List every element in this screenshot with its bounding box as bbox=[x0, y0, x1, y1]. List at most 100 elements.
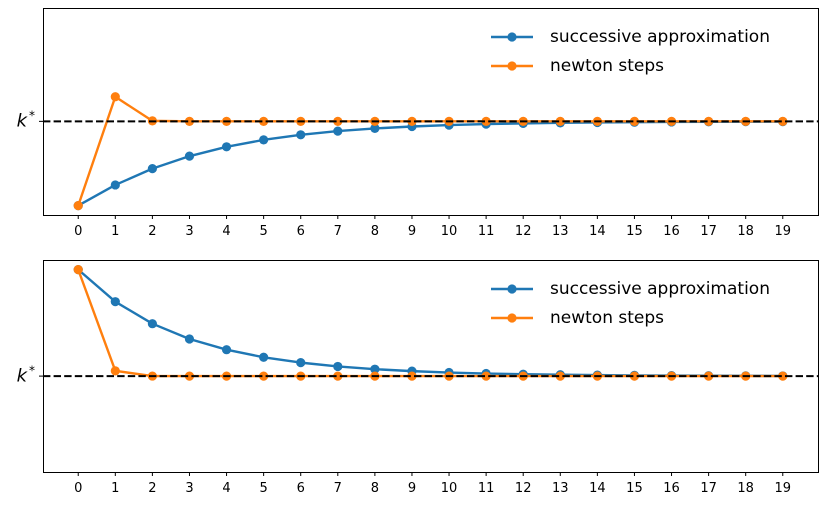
series-markers-successive-approximation bbox=[73, 116, 788, 211]
axes-border bbox=[43, 260, 819, 473]
subplot-0: 0 1 2 3 4 5 6 7 8 9 10 11 12 13 14 15 16 17 18 19 bbox=[39, 8, 819, 239]
legend-bottom-plot: successive approximation newton steps bbox=[489, 274, 770, 332]
data-point-marker bbox=[110, 180, 120, 190]
data-point-marker bbox=[73, 200, 83, 211]
data-point-marker bbox=[704, 371, 714, 381]
legend-item-successive-approximation: successive approximation bbox=[489, 22, 770, 51]
legend-top-plot: successive approximation newton steps bbox=[489, 22, 770, 80]
data-point-marker bbox=[778, 371, 788, 381]
data-point-marker bbox=[333, 116, 343, 126]
x-tick-label: 11 bbox=[478, 481, 495, 496]
series-markers-newton-steps bbox=[73, 92, 788, 211]
data-point-marker bbox=[259, 371, 269, 381]
x-tick-label: 18 bbox=[737, 224, 754, 239]
axes-border bbox=[43, 8, 819, 216]
legend-line-marker-icon bbox=[491, 312, 533, 323]
data-point-marker bbox=[555, 116, 565, 126]
data-point-marker bbox=[407, 116, 417, 126]
data-point-marker bbox=[147, 164, 157, 174]
x-tick-label: 5 bbox=[259, 481, 267, 496]
legend-item-newton-steps: newton steps bbox=[489, 51, 770, 80]
data-point-marker bbox=[184, 151, 195, 161]
kstar-k: k bbox=[16, 365, 27, 387]
x-tick-label: 18 bbox=[737, 481, 754, 496]
x-tick-label: 15 bbox=[626, 481, 643, 496]
x-tick-label: 0 bbox=[74, 481, 82, 496]
data-point-marker bbox=[110, 366, 120, 376]
x-tick-label: 6 bbox=[297, 224, 305, 239]
x-tick-label: 14 bbox=[589, 224, 606, 239]
x-tick-label: 2 bbox=[148, 224, 156, 239]
data-point-marker bbox=[629, 371, 640, 381]
data-point-marker bbox=[407, 371, 417, 381]
legend-item-successive-approximation: successive approximation bbox=[489, 274, 770, 303]
data-point-marker bbox=[778, 116, 788, 126]
x-tick-label: 4 bbox=[222, 224, 230, 239]
x-tick-label: 15 bbox=[626, 224, 643, 239]
y-axis-label-kstar-bottom: k * bbox=[17, 364, 35, 387]
x-tick-label: 4 bbox=[222, 481, 230, 496]
data-point-marker bbox=[333, 371, 343, 381]
data-point-marker bbox=[259, 135, 269, 145]
kstar-k: k bbox=[16, 110, 27, 132]
x-tick-label: 17 bbox=[700, 224, 717, 239]
data-point-marker bbox=[221, 142, 232, 152]
x-tick-label: 8 bbox=[371, 224, 379, 239]
y-axis-label-kstar-top: k * bbox=[17, 109, 35, 132]
x-axis-ticks: 0 1 2 3 4 5 6 7 8 9 10 11 12 13 14 15 16 17 18 19 bbox=[74, 215, 791, 239]
x-tick-label: 5 bbox=[259, 224, 267, 239]
legend-line-marker-icon bbox=[491, 31, 533, 42]
x-tick-label: 3 bbox=[185, 481, 193, 496]
data-point-marker bbox=[333, 361, 343, 372]
x-tick-label: 9 bbox=[408, 481, 416, 496]
x-axis-ticks: 0 1 2 3 4 5 6 7 8 9 10 11 12 13 14 15 16 17 18 19 bbox=[74, 472, 791, 496]
x-tick-label: 7 bbox=[334, 224, 342, 239]
x-tick-label: 16 bbox=[663, 224, 680, 239]
data-point-marker bbox=[110, 297, 120, 307]
data-point-marker bbox=[110, 92, 120, 102]
data-point-marker bbox=[259, 116, 269, 126]
x-tick-label: 1 bbox=[111, 224, 119, 239]
x-tick-label: 3 bbox=[185, 224, 193, 239]
data-point-marker bbox=[184, 371, 195, 381]
x-tick-label: 19 bbox=[774, 481, 791, 496]
data-point-marker bbox=[481, 371, 491, 381]
data-point-marker bbox=[333, 126, 343, 136]
data-point-marker bbox=[259, 352, 269, 362]
data-point-marker bbox=[184, 334, 195, 344]
x-tick-label: 19 bbox=[774, 224, 791, 239]
data-point-marker bbox=[704, 116, 714, 126]
legend-label: successive approximation bbox=[550, 26, 770, 47]
data-point-marker bbox=[481, 116, 491, 126]
x-tick-label: 8 bbox=[371, 481, 379, 496]
data-point-marker bbox=[73, 265, 83, 275]
x-tick-label: 16 bbox=[663, 481, 680, 496]
data-point-marker bbox=[370, 123, 380, 134]
data-point-marker bbox=[296, 358, 306, 368]
subplot-1: 0 1 2 3 4 5 6 7 8 9 10 11 12 13 14 15 16 17 18 19 bbox=[39, 260, 819, 496]
data-point-marker bbox=[296, 130, 306, 140]
x-tick-label: 9 bbox=[408, 224, 416, 239]
legend-label: newton steps bbox=[550, 307, 665, 328]
data-point-marker bbox=[555, 371, 565, 381]
x-tick-label: 10 bbox=[441, 481, 458, 496]
data-point-marker bbox=[184, 116, 195, 126]
series-line-newton-steps bbox=[77, 95, 784, 207]
data-point-marker bbox=[221, 345, 232, 355]
legend-label: newton steps bbox=[550, 55, 665, 76]
x-tick-label: 1 bbox=[111, 481, 119, 496]
x-tick-label: 6 bbox=[297, 481, 305, 496]
kstar-sup: * bbox=[29, 108, 35, 123]
legend-line-marker-icon bbox=[491, 60, 533, 71]
series-line-successive-approximation bbox=[77, 120, 784, 207]
data-point-marker bbox=[370, 364, 380, 374]
x-tick-label: 13 bbox=[552, 481, 569, 496]
kstar-sup: * bbox=[29, 363, 35, 378]
legend-item-newton-steps: newton steps bbox=[489, 303, 770, 332]
data-point-marker bbox=[147, 319, 157, 329]
legend-line-marker-icon bbox=[491, 283, 533, 294]
x-tick-label: 0 bbox=[74, 224, 82, 239]
x-tick-label: 13 bbox=[552, 224, 569, 239]
